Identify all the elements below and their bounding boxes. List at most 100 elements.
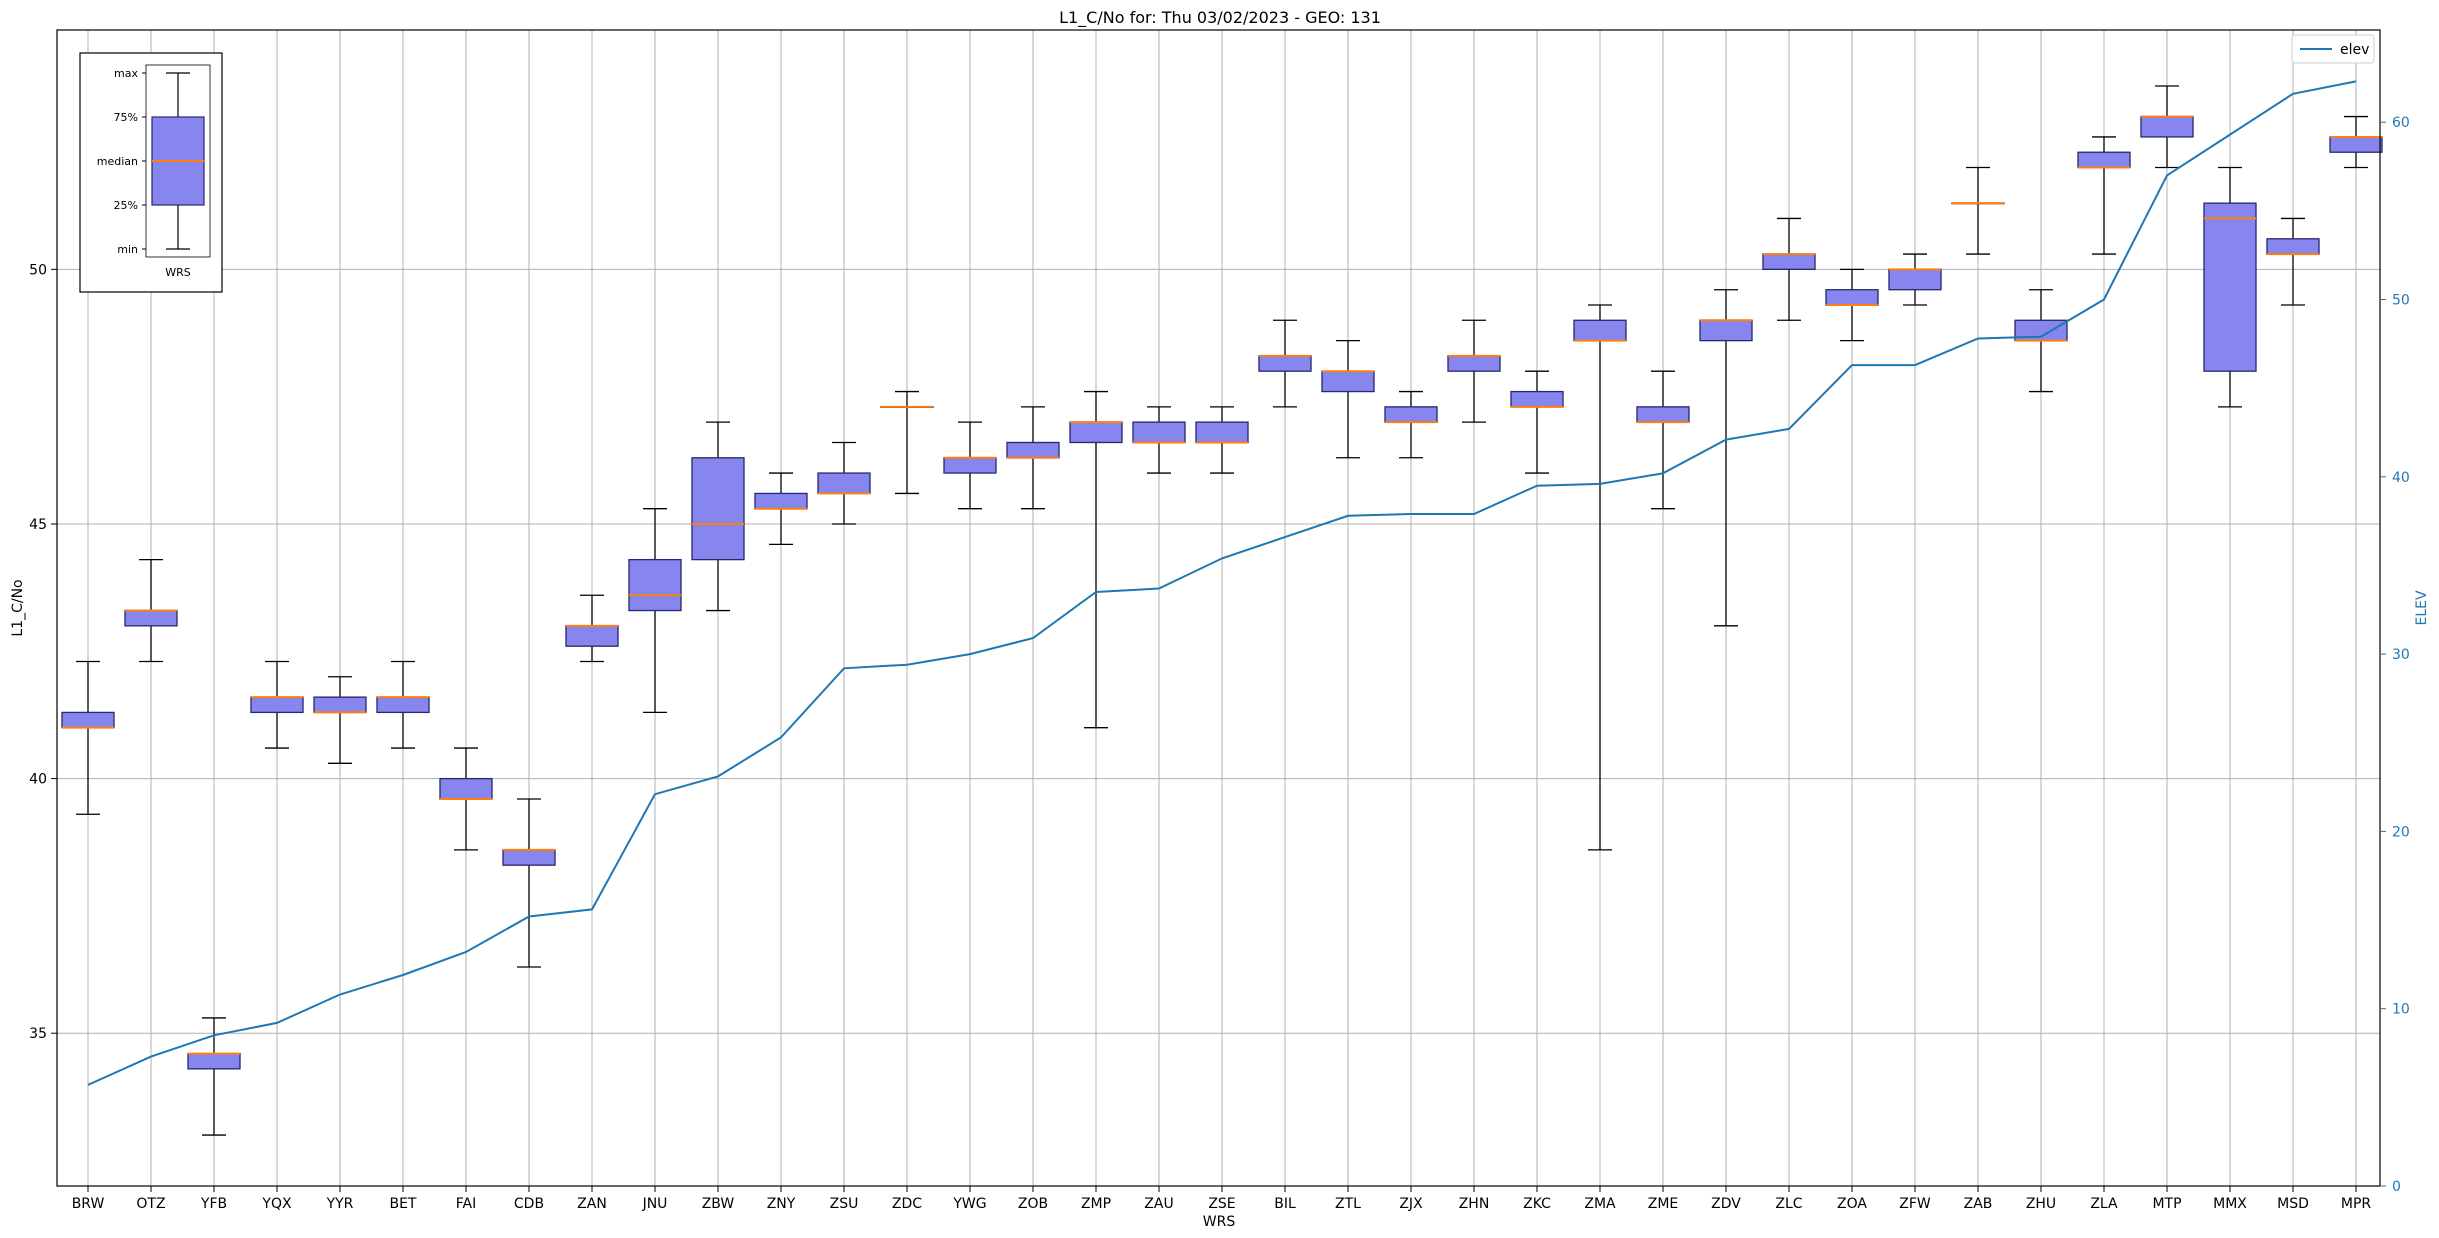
x-tick-label: MPR <box>2341 1196 2372 1212</box>
box-zob <box>1006 406 1060 510</box>
iqr-box <box>943 457 997 474</box>
y2-tick-label: 60 <box>2392 115 2410 131</box>
iqr-box <box>124 609 178 627</box>
box-msd <box>2266 217 2320 306</box>
box-yyr <box>313 676 367 764</box>
box-zdv <box>1699 289 1753 627</box>
box-zme <box>1636 370 1690 510</box>
y-tick-label: 45 <box>29 517 47 533</box>
box-cdb <box>502 798 556 968</box>
x-tick-label: MTP <box>2152 1196 2181 1212</box>
y-tick-label: 50 <box>29 262 47 278</box>
y-axis-left: 35 40 45 50 <box>29 262 57 1042</box>
box-zma <box>1573 304 1627 851</box>
x-tick-label: ZBW <box>702 1196 735 1212</box>
iqr-box <box>1384 406 1438 423</box>
x-tick-label: ZOB <box>1018 1196 1048 1212</box>
box-ztl <box>1321 339 1375 459</box>
x-tick-label: YFB <box>200 1196 227 1212</box>
plot-frame <box>56 29 2381 1187</box>
x-tick-label: YQX <box>261 1196 292 1212</box>
iqr-box <box>1447 355 1501 372</box>
iqr-box <box>2140 115 2194 138</box>
box-legend-inset: max 75% median 25% min WRS <box>79 52 223 293</box>
inset-label-q3: 75% <box>114 111 138 124</box>
iqr-box <box>565 625 619 647</box>
iqr-box <box>2203 202 2257 372</box>
box-bet <box>376 660 430 749</box>
iqr-box <box>1006 441 1060 459</box>
x-tick-label: BRW <box>72 1196 105 1212</box>
box-zmp <box>1069 390 1123 729</box>
legend-frame <box>2291 34 2375 64</box>
x-tick-label: ZOA <box>1837 1196 1867 1212</box>
legend: elev <box>2291 34 2375 64</box>
x-tick-label: ZTL <box>1335 1196 1361 1212</box>
iqr-box <box>1699 319 1753 342</box>
x-tick-label: OTZ <box>136 1196 165 1212</box>
iqr-box <box>1321 370 1375 393</box>
iqr-box <box>313 696 367 714</box>
iqr-box <box>1258 355 1312 372</box>
box-mmx <box>2203 166 2257 408</box>
iqr-box <box>376 696 430 714</box>
iqr-box <box>628 558 682 612</box>
box-zse <box>1195 406 1249 474</box>
x-tick-label: ZHU <box>2026 1196 2056 1212</box>
iqr-box <box>502 849 556 866</box>
iqr-box <box>1825 289 1879 306</box>
box-zny <box>754 472 808 545</box>
x-tick-label: ZDC <box>892 1196 922 1212</box>
legend-elev-label: elev <box>2340 42 2369 58</box>
box-zfw <box>1888 253 1942 306</box>
x-tick-label: ZLA <box>2090 1196 2118 1212</box>
x-tick-label: ZMP <box>1081 1196 1111 1212</box>
x-tick-label: ZSU <box>830 1196 859 1212</box>
iqr-box <box>2329 136 2383 153</box>
box-zkc <box>1510 370 1564 474</box>
y-axis-label: L1_C/No <box>10 579 26 636</box>
iqr-box <box>250 696 304 714</box>
iqr-box <box>1888 268 1942 291</box>
box-yqx <box>250 660 304 749</box>
box-series <box>61 85 2383 1136</box>
iqr-box <box>1195 421 1249 444</box>
x-tick-label: BIL <box>1274 1196 1296 1212</box>
inset-label-min: min <box>117 243 138 256</box>
y2-tick-label: 10 <box>2392 1002 2410 1018</box>
x-tick-label: JNU <box>642 1196 668 1212</box>
iqr-box <box>1573 319 1627 342</box>
box-zla <box>2077 136 2131 255</box>
y2-tick-label: 20 <box>2392 824 2410 840</box>
box-mpr <box>2329 115 2383 169</box>
x-tick-label: MMX <box>2213 1196 2247 1212</box>
box-bil <box>1258 319 1312 408</box>
iqr-box <box>1510 390 1564 408</box>
elev-line <box>87 80 2357 1086</box>
x-tick-label: ZLC <box>1775 1196 1802 1212</box>
box-zau <box>1132 406 1186 474</box>
box-zan <box>565 594 619 663</box>
inset-xlabel: WRS <box>165 266 191 279</box>
x-tick-label: MSD <box>2277 1196 2309 1212</box>
y-axis-right: 0 10 20 30 40 50 60 <box>2380 115 2410 1195</box>
iqr-box <box>1762 253 1816 270</box>
x-tick-label: ZNY <box>767 1196 796 1212</box>
iqr-box <box>754 492 808 510</box>
iqr-box <box>187 1052 241 1070</box>
iqr-box <box>439 777 493 800</box>
x-tick-label: ZAB <box>1964 1196 1993 1212</box>
x-tick-label: ZSE <box>1208 1196 1235 1212</box>
elev-series <box>87 80 2357 1086</box>
box-brw <box>61 660 115 815</box>
x-tick-label: YYR <box>326 1196 354 1212</box>
box-jnu <box>628 508 682 714</box>
x-axis-label: WRS <box>1203 1214 1236 1230</box>
x-tick-label: FAI <box>456 1196 476 1212</box>
y2-tick-label: 50 <box>2392 292 2410 308</box>
x-tick-label: CDB <box>514 1196 544 1212</box>
box-fai <box>439 747 493 851</box>
x-tick-label: BET <box>389 1196 416 1212</box>
x-tick-label: ZAN <box>577 1196 607 1212</box>
